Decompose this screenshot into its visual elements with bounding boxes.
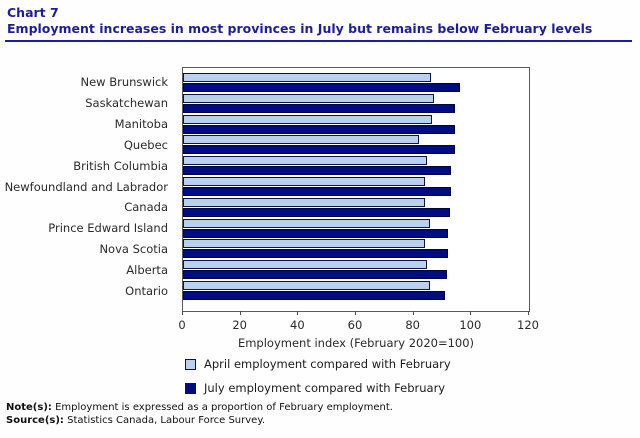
x-tick-label: 100 — [459, 318, 482, 332]
y-label: Canada — [124, 200, 168, 215]
chart-header: Chart 7 Employment increases in most pro… — [0, 0, 640, 42]
bar-april-1 — [183, 93, 434, 103]
x-axis-title: Employment index (February 2020=100) — [237, 336, 475, 350]
note-text: Employment is expressed as a proportion … — [55, 402, 393, 413]
legend: April employment compared with February J… — [185, 356, 451, 404]
bar-july-5 — [183, 187, 452, 196]
y-label: Manitoba — [114, 117, 168, 132]
bar-april-10 — [183, 281, 430, 291]
bar-april-8 — [183, 239, 426, 249]
bar-july-7 — [183, 228, 449, 238]
bar-july-2 — [183, 124, 456, 134]
bar-april-0 — [183, 72, 431, 82]
bar-july-3 — [183, 145, 456, 155]
y-label: Saskatchewan — [85, 96, 168, 111]
legend-label: April employment compared with February — [204, 357, 451, 371]
bar-july-10 — [183, 291, 446, 301]
x-tick-mark — [528, 311, 529, 315]
source-label: Source(s): — [6, 415, 64, 426]
bar-april-3 — [183, 135, 420, 145]
y-axis-labels: New Brunswick Saskatchewan Manitoba Quebec B… — [0, 67, 174, 310]
bar-july-1 — [183, 103, 456, 113]
y-label: Newfoundland and Labrador — [4, 179, 168, 194]
x-tick-mark — [412, 311, 414, 315]
note-label: Note(s): — [6, 402, 52, 413]
x-axis: 0 20 40 60 80 100 120 — [178, 311, 539, 341]
y-label: Quebec — [123, 137, 168, 152]
legend-item-april: April employment compared with February — [185, 356, 451, 372]
source-text: Statistics Canada, Labour Force Survey. — [67, 415, 265, 426]
bar-april-6 — [183, 197, 426, 207]
x-tick-mark — [297, 311, 299, 315]
x-tick-label: 60 — [347, 318, 363, 332]
legend-swatch-icon — [185, 358, 196, 370]
source-line: Source(s): Statistics Canada, Labour For… — [6, 414, 626, 427]
y-label: Alberta — [126, 262, 168, 277]
bar-april-7 — [183, 218, 430, 228]
chart-number: Chart 7 — [7, 5, 59, 20]
y-label: British Columbia — [73, 158, 168, 173]
bar-july-6 — [183, 207, 450, 217]
x-tick-label: 120 — [517, 318, 539, 332]
bar-april-5 — [183, 177, 426, 186]
bar-july-8 — [183, 249, 449, 259]
x-tick-label: 20 — [232, 318, 247, 332]
note-line: Note(s): Employment is expressed as a pr… — [6, 401, 626, 414]
x-tick-mark — [355, 311, 356, 315]
bar-july-0 — [183, 82, 460, 92]
plot-area — [182, 67, 530, 312]
legend-label: July employment compared with February — [204, 381, 446, 395]
x-tick-mark — [182, 311, 183, 315]
x-tick-mark — [470, 311, 472, 315]
y-label: Ontario — [125, 283, 168, 298]
y-label: New Brunswick — [80, 75, 168, 90]
bar-july-4 — [183, 166, 452, 176]
legend-swatch-icon — [185, 382, 196, 394]
x-tick-mark — [239, 311, 241, 315]
y-label: Prince Edward Island — [48, 221, 168, 236]
bar-july-9 — [183, 270, 447, 280]
x-tick-label: 0 — [178, 318, 186, 332]
bar-april-2 — [183, 114, 433, 124]
y-label: Nova Scotia — [99, 241, 168, 256]
x-tick-label: 40 — [290, 318, 305, 332]
bar-april-4 — [183, 156, 427, 166]
chart-title: Employment increases in most provinces i… — [7, 21, 593, 36]
legend-item-july: July employment compared with February — [185, 380, 451, 396]
bar-april-9 — [183, 260, 427, 270]
footnotes: Note(s): Employment is expressed as a pr… — [6, 401, 626, 427]
x-tick-label: 80 — [405, 318, 420, 332]
title-underline — [5, 40, 632, 42]
